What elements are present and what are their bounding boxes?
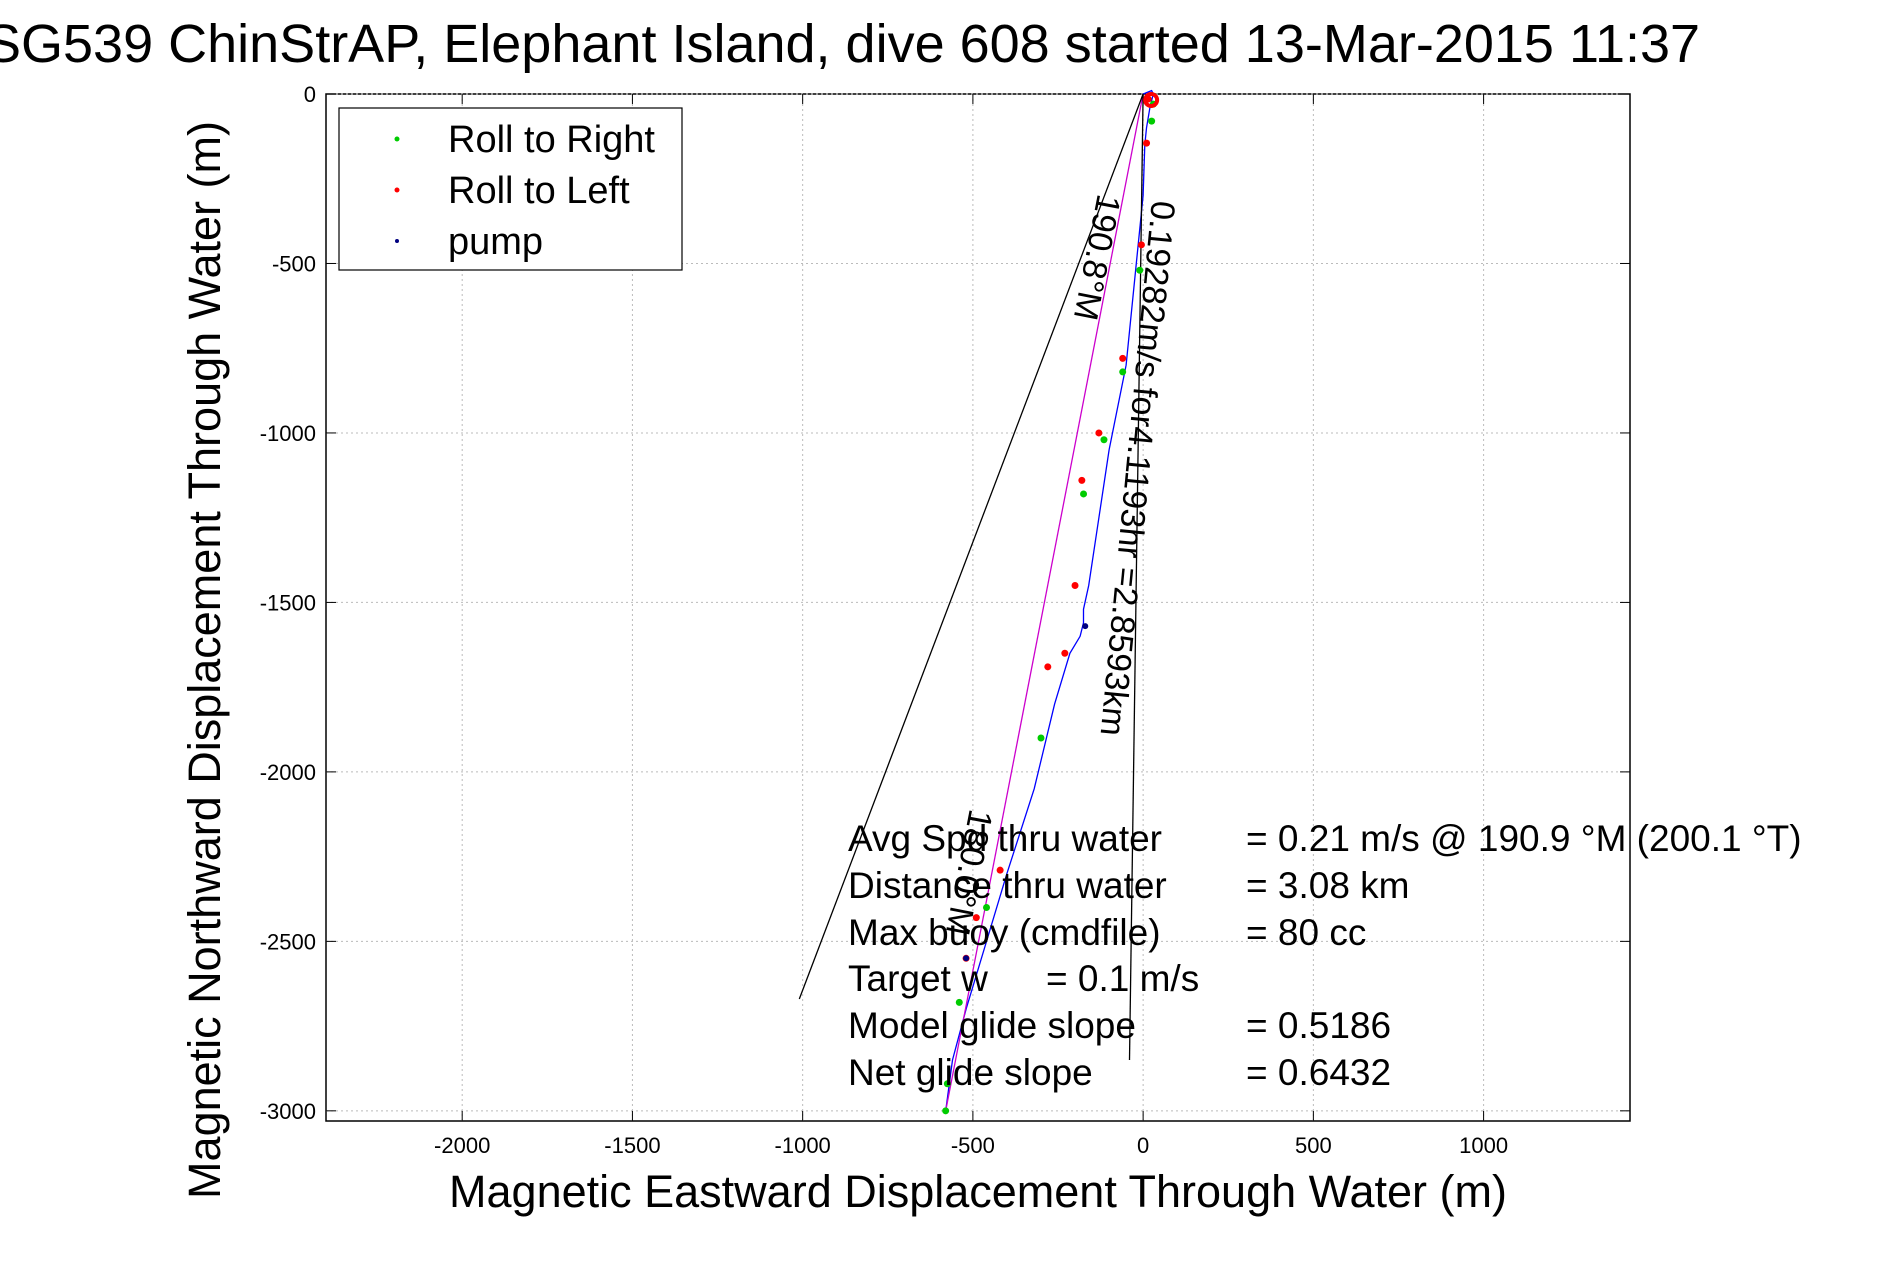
x-ticks: -2000 -1500 -1000 -500 0 500 1000: [434, 94, 1508, 1158]
y-axis-label: Magnetic Northward Displacement Through …: [179, 121, 230, 1199]
stat-value: = 80 cc: [1246, 912, 1366, 953]
roll-left-point: [1078, 476, 1086, 484]
series-line-2: [798, 93, 1144, 1000]
chart-title: SG539 ChinStrAP, Elephant Island, dive 6…: [0, 14, 1700, 74]
roll-right-point: [1100, 436, 1108, 444]
y-tick-label: -3000: [260, 1099, 316, 1124]
x-axis-label: Magnetic Eastward Displacement Through W…: [449, 1166, 1507, 1217]
roll-left-point: [996, 866, 1004, 874]
stat-value: = 0.21 m/s @ 190.9 °M (200.1 °T): [1246, 818, 1802, 859]
legend-marker-roll-left: [394, 187, 400, 193]
roll-left-point: [1137, 241, 1145, 249]
series-line-3: [1128, 93, 1144, 1061]
legend: Roll to Right Roll to Left pump: [338, 107, 683, 271]
pump-point: [1082, 623, 1089, 630]
stat-value: = 0.5186: [1246, 1005, 1391, 1046]
y-ticks: 0 -500 -1000 -1500 -2000 -2500 -3000: [260, 82, 1630, 1124]
roll-left-point: [1044, 663, 1052, 671]
roll-left-point: [1071, 581, 1079, 589]
y-tick-label: -2000: [260, 760, 316, 785]
marker-layer: [942, 92, 1160, 1115]
x-tick-label: 1000: [1459, 1133, 1508, 1158]
stat-value: = 3.08 km: [1246, 865, 1410, 906]
stat-label: Max buoy (cmdfile): [848, 912, 1161, 953]
stats-block: Avg Spd thru water = 0.21 m/s @ 190.9 °M …: [848, 818, 1802, 1093]
roll-right-point: [1136, 266, 1144, 274]
stat-label: Target w: [848, 958, 988, 999]
y-tick-label: 0: [304, 82, 316, 107]
y-tick-label: -2500: [260, 929, 316, 954]
legend-marker-pump: [395, 239, 399, 243]
roll-left-point: [1143, 139, 1151, 147]
roll-right-point: [942, 1107, 950, 1115]
x-tick-label: 0: [1137, 1133, 1149, 1158]
roll-left-point: [1095, 429, 1103, 437]
y-tick-label: -500: [272, 251, 316, 276]
series-line-1: [945, 93, 1144, 1111]
roll-right-point: [1037, 734, 1045, 742]
stat-value: = 0.1 m/s: [1046, 958, 1199, 999]
y-tick-label: -1500: [260, 590, 316, 615]
series-layer: [798, 89, 1154, 1111]
x-tick-label: -500: [951, 1133, 995, 1158]
stat-label: Distance thru water: [848, 865, 1167, 906]
x-tick-label: -2000: [434, 1133, 490, 1158]
roll-right-point: [1119, 368, 1127, 376]
stat-value: = 0.6432: [1246, 1052, 1391, 1093]
roll-left-point: [1119, 354, 1127, 362]
x-tick-label: -1500: [604, 1133, 660, 1158]
legend-marker-roll-right: [394, 136, 400, 142]
stat-label: Net glide slope: [848, 1052, 1093, 1093]
roll-right-point: [1148, 117, 1156, 125]
roll-right-point: [1080, 490, 1088, 498]
x-tick-label: -1000: [775, 1133, 831, 1158]
roll-left-point: [972, 914, 980, 922]
roll-right-point: [955, 998, 963, 1006]
roll-right-point: [983, 903, 991, 911]
stat-label: Model glide slope: [848, 1005, 1136, 1046]
series-line-0: [945, 89, 1154, 1111]
roll-right-point: [943, 1080, 951, 1088]
roll-left-point: [1061, 649, 1069, 657]
stat-label: Avg Spd thru water: [848, 818, 1162, 859]
pump-point: [963, 955, 970, 962]
legend-label-pump: pump: [448, 221, 543, 263]
x-tick-label: 500: [1295, 1133, 1332, 1158]
y-tick-label: -1000: [260, 421, 316, 446]
legend-label-roll-right: Roll to Right: [448, 119, 655, 161]
start-marker: [1143, 92, 1160, 108]
legend-label-roll-left: Roll to Left: [448, 170, 630, 212]
